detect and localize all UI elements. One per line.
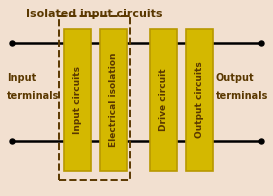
Text: Electrical isolation: Electrical isolation (109, 53, 118, 147)
Text: terminals: terminals (7, 91, 59, 101)
Text: Input: Input (7, 73, 36, 83)
Bar (64, 29, 91, 171)
Bar (186, 29, 213, 171)
Text: Output circuits: Output circuits (195, 62, 204, 138)
Bar (150, 29, 177, 171)
Text: Output: Output (216, 73, 254, 83)
Bar (100, 29, 127, 171)
Text: Isolated input circuits: Isolated input circuits (26, 9, 162, 19)
Text: Input circuits: Input circuits (73, 66, 82, 134)
Text: Drive circuit: Drive circuit (159, 69, 168, 131)
Text: terminals: terminals (216, 91, 268, 101)
Bar (59, 16, 130, 180)
